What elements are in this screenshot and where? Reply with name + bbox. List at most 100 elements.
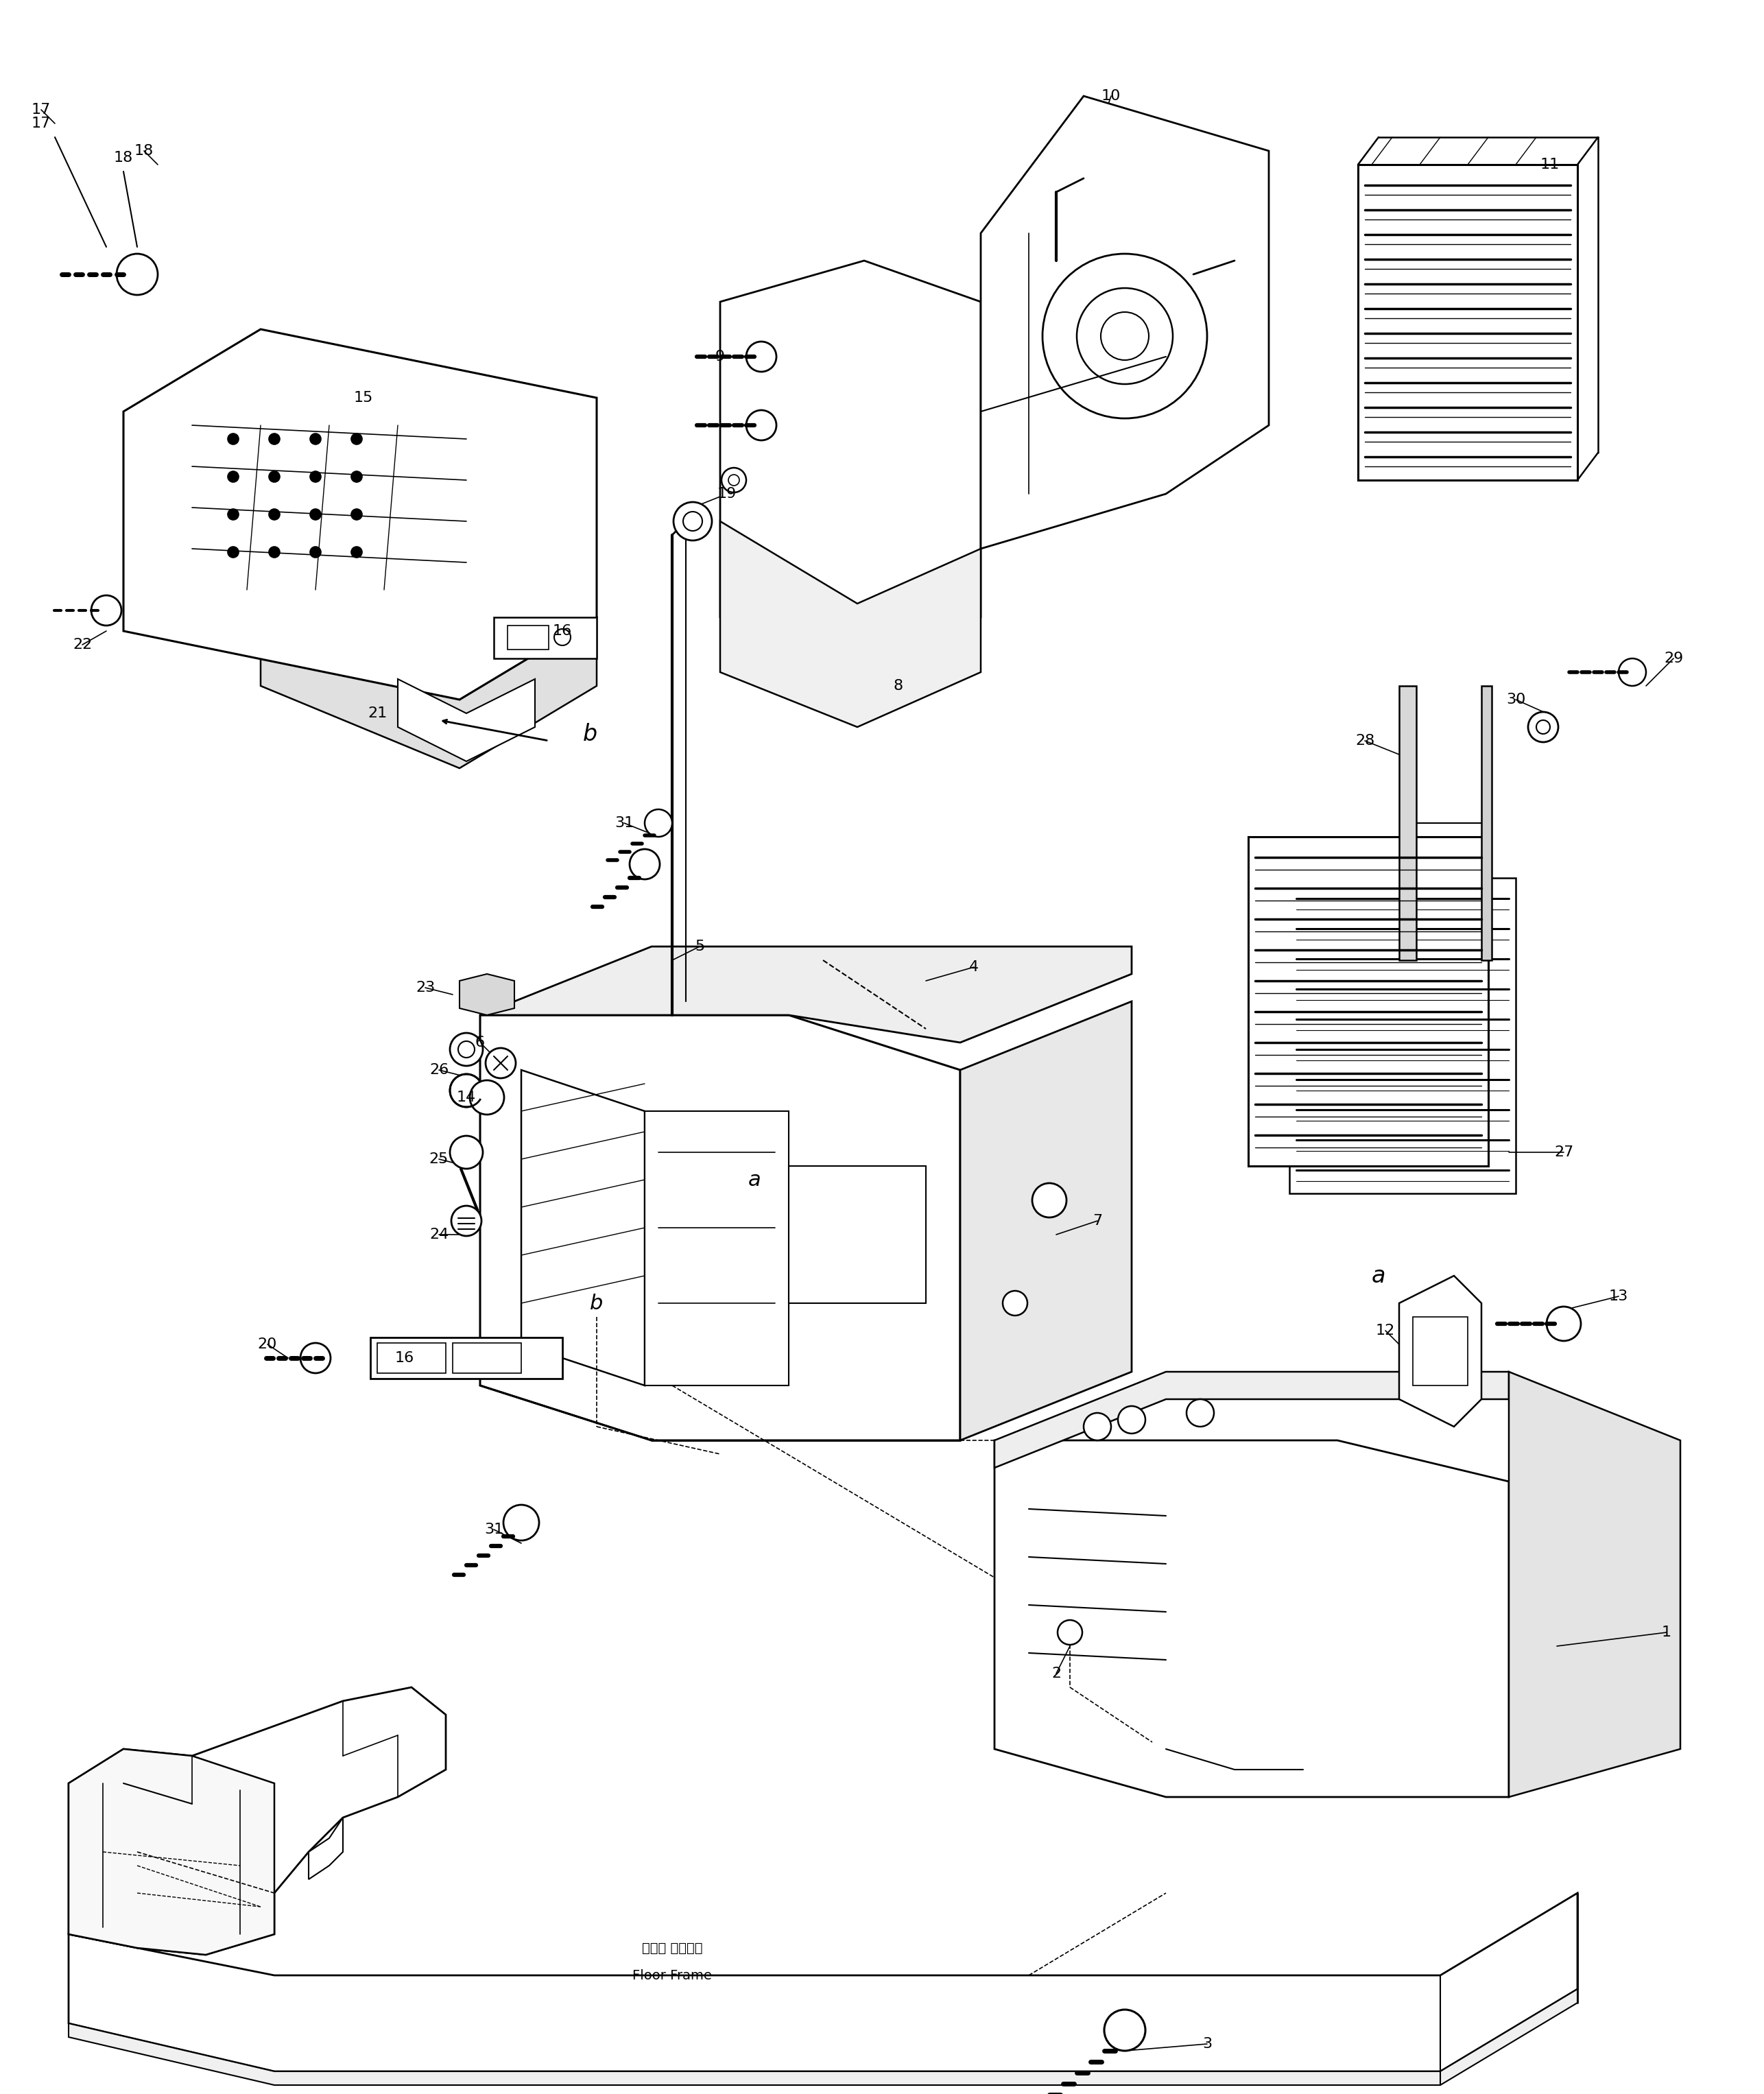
Text: 21: 21 (367, 706, 386, 720)
Circle shape (351, 509, 362, 519)
Text: 7: 7 (1092, 1215, 1102, 1227)
Polygon shape (1358, 165, 1577, 480)
Text: 29: 29 (1663, 651, 1683, 666)
Circle shape (1076, 289, 1173, 383)
Circle shape (1187, 1399, 1214, 1426)
Polygon shape (1249, 838, 1489, 1166)
Circle shape (450, 1032, 483, 1066)
Bar (377, 1342, 446, 1374)
Text: 23: 23 (416, 980, 436, 995)
Text: 20: 20 (258, 1338, 277, 1351)
Text: 19: 19 (718, 488, 737, 500)
Polygon shape (1482, 687, 1492, 961)
Polygon shape (494, 618, 596, 658)
Polygon shape (370, 1338, 563, 1378)
Text: 16: 16 (395, 1351, 415, 1365)
Text: 31: 31 (614, 817, 633, 829)
Text: 14: 14 (457, 1091, 476, 1104)
Circle shape (310, 547, 321, 557)
Circle shape (459, 1041, 475, 1057)
Circle shape (300, 1342, 330, 1374)
Circle shape (630, 850, 660, 879)
Text: 31: 31 (483, 1522, 503, 1537)
Text: 2: 2 (1051, 1667, 1062, 1679)
Text: フロア フレーム: フロア フレーム (642, 1941, 702, 1954)
Circle shape (268, 547, 280, 557)
Bar (453, 1342, 520, 1374)
Polygon shape (69, 1688, 446, 1956)
Polygon shape (720, 521, 981, 727)
Circle shape (1547, 1307, 1581, 1340)
Text: 8: 8 (894, 678, 903, 693)
Text: b: b (582, 722, 596, 745)
Polygon shape (1508, 1372, 1681, 1797)
Circle shape (1528, 712, 1558, 741)
Circle shape (92, 595, 122, 626)
Polygon shape (520, 1070, 644, 1386)
Polygon shape (644, 1112, 789, 1386)
Circle shape (1118, 1405, 1145, 1434)
Circle shape (1101, 312, 1148, 360)
Circle shape (116, 253, 157, 295)
Polygon shape (1289, 877, 1515, 1194)
Text: 17: 17 (32, 103, 51, 117)
Circle shape (268, 433, 280, 444)
Text: 16: 16 (552, 624, 572, 639)
Circle shape (1058, 1621, 1083, 1644)
Circle shape (450, 1074, 483, 1108)
Circle shape (644, 810, 672, 838)
Text: 28: 28 (1355, 733, 1374, 748)
Text: 3: 3 (1203, 2037, 1212, 2050)
Text: Floor Frame: Floor Frame (633, 1968, 713, 1981)
Circle shape (310, 471, 321, 482)
Polygon shape (459, 974, 515, 1016)
Polygon shape (720, 260, 981, 658)
Polygon shape (261, 618, 596, 768)
Polygon shape (960, 1001, 1132, 1441)
Text: 4: 4 (968, 961, 979, 974)
Circle shape (310, 509, 321, 519)
Text: a: a (748, 1171, 760, 1189)
Text: 15: 15 (355, 392, 374, 404)
Circle shape (228, 547, 238, 557)
Text: 9: 9 (714, 350, 725, 364)
Polygon shape (123, 329, 596, 699)
Circle shape (1043, 253, 1207, 419)
Bar (1413, 1317, 1468, 1386)
Text: 22: 22 (72, 639, 92, 651)
Circle shape (721, 467, 746, 492)
Circle shape (554, 628, 570, 645)
Text: 18: 18 (134, 144, 153, 157)
Circle shape (746, 410, 776, 440)
Polygon shape (399, 678, 534, 762)
Circle shape (1083, 1413, 1111, 1441)
Text: 12: 12 (1376, 1323, 1395, 1338)
Polygon shape (995, 1441, 1508, 1797)
Circle shape (503, 1506, 540, 1541)
Polygon shape (1399, 687, 1416, 961)
Text: 1: 1 (1662, 1625, 1672, 1640)
Circle shape (1619, 658, 1646, 687)
Circle shape (268, 509, 280, 519)
Text: 11: 11 (1540, 157, 1559, 172)
Circle shape (1104, 2010, 1145, 2050)
Circle shape (485, 1047, 515, 1078)
Polygon shape (789, 1166, 926, 1302)
Text: a: a (1372, 1265, 1385, 1288)
Circle shape (351, 433, 362, 444)
Polygon shape (69, 1989, 1577, 2086)
Circle shape (351, 471, 362, 482)
Circle shape (452, 1206, 482, 1235)
Text: 13: 13 (1609, 1290, 1628, 1302)
Circle shape (1536, 720, 1551, 733)
Text: 27: 27 (1554, 1145, 1573, 1160)
Bar (508, 626, 549, 649)
Polygon shape (69, 1893, 1577, 2071)
Circle shape (228, 433, 238, 444)
Circle shape (351, 547, 362, 557)
Circle shape (310, 433, 321, 444)
Polygon shape (480, 946, 1132, 1043)
Text: 18: 18 (113, 151, 132, 165)
Text: 26: 26 (429, 1064, 448, 1076)
Circle shape (683, 511, 702, 532)
